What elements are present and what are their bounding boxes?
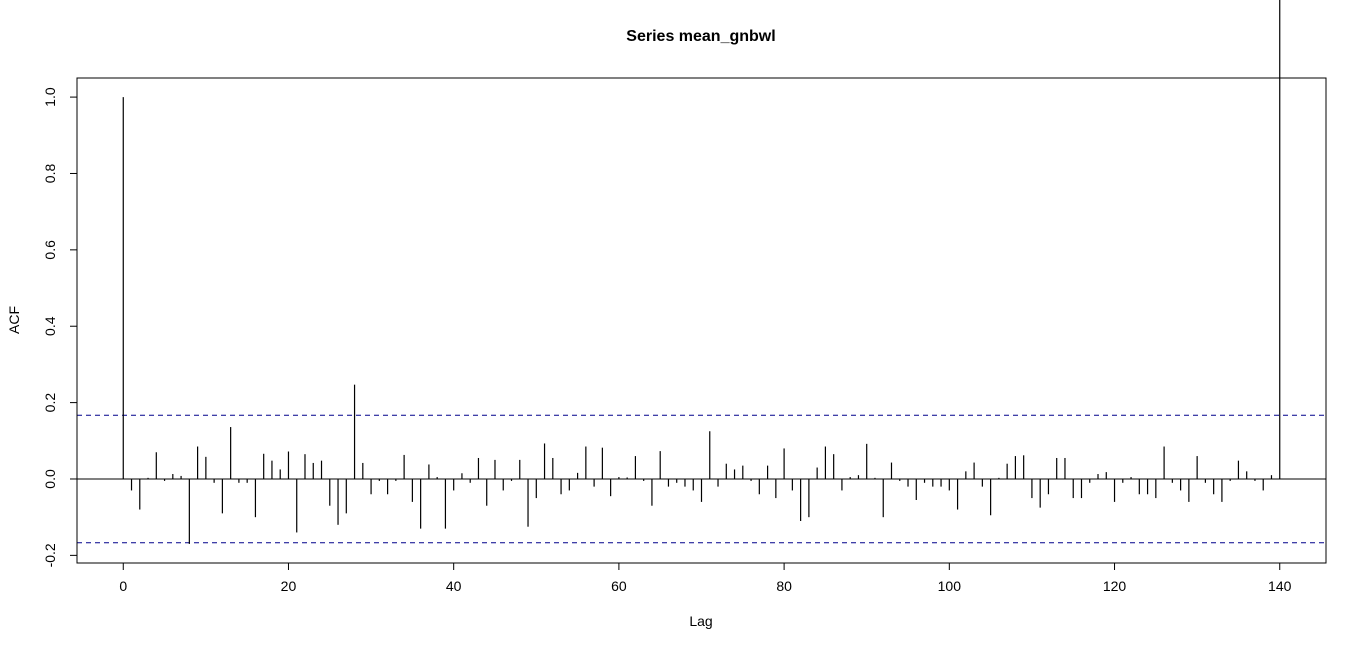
- x-tick-label: 140: [1268, 578, 1292, 594]
- y-tick-label: 0.6: [42, 240, 58, 260]
- chart-title: Series mean_gnbwl: [626, 28, 775, 45]
- y-tick-label: 0.0: [42, 469, 58, 489]
- y-axis-label: ACF: [6, 306, 22, 334]
- x-tick-label: 100: [938, 578, 962, 594]
- x-tick-label: 20: [281, 578, 297, 594]
- x-tick-label: 80: [776, 578, 792, 594]
- x-tick-label: 0: [119, 578, 127, 594]
- x-tick-label: 60: [611, 578, 627, 594]
- x-tick-label: 120: [1103, 578, 1127, 594]
- y-tick-label: -0.2: [42, 543, 58, 567]
- y-tick-label: 0.4: [42, 316, 58, 336]
- confidence-bounds: [77, 414, 1326, 544]
- y-tick-label: 0.8: [42, 164, 58, 184]
- x-axis: 0 20 40 60 80 100 120 140: [119, 562, 1292, 594]
- x-tick-label: 40: [446, 578, 462, 594]
- acf-bars: [122, 0, 1281, 544]
- y-tick-label: 1.0: [42, 87, 58, 107]
- y-axis: -0.2 0.0 0.2 0.4 0.6 0.8 1.0: [42, 87, 78, 567]
- x-axis-label: Lag: [689, 613, 712, 629]
- y-tick-label: 0.2: [42, 393, 58, 413]
